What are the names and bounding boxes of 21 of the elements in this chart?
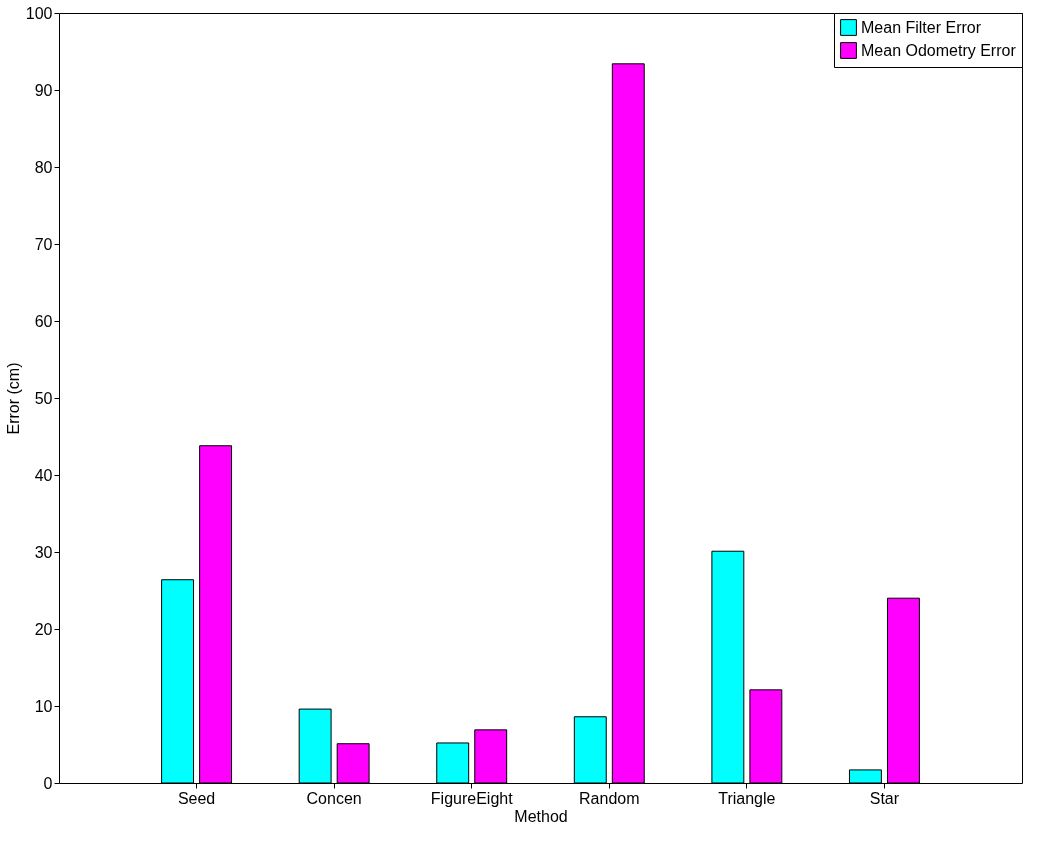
y-tick-label: 50: [34, 389, 53, 407]
x-tick-label: Seed: [177, 789, 216, 807]
y-tick-label: 20: [34, 620, 53, 638]
legend-label: Mean Filter Error: [861, 18, 982, 36]
y-tick-label: 0: [43, 774, 53, 792]
x-tick-label: Triangle: [718, 789, 776, 807]
y-tick-label: 80: [34, 158, 53, 176]
y-tick-label: 60: [34, 312, 53, 330]
x-tick-label: FigureEight: [430, 789, 514, 807]
y-axis-title: Error (cm): [4, 362, 22, 435]
x-axis-title: Method: [514, 807, 568, 825]
x-tick-label: Star: [869, 789, 900, 807]
x-tick-label: Concen: [306, 789, 362, 807]
y-tick-label: 90: [34, 81, 53, 99]
legend-label: Mean Odometry Error: [861, 41, 1017, 59]
y-tick-label: 10: [34, 697, 53, 715]
y-tick-label: 30: [34, 543, 53, 561]
x-tick-label: Random: [579, 789, 640, 807]
y-tick-label: 100: [25, 4, 53, 22]
y-tick-label: 40: [34, 466, 53, 484]
y-tick-label: 70: [34, 235, 53, 253]
